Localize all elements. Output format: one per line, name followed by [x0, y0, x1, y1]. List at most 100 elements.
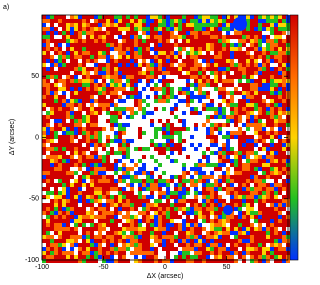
pixel — [270, 43, 274, 47]
pixel — [234, 71, 238, 75]
pixel — [242, 115, 246, 119]
pixel — [66, 91, 70, 95]
pixel — [254, 183, 258, 187]
pixel — [258, 19, 262, 23]
pixel — [270, 131, 274, 135]
pixel — [178, 31, 182, 35]
pixel — [218, 87, 222, 91]
pixel — [210, 179, 214, 183]
pixel — [262, 67, 266, 71]
pixel — [254, 99, 258, 103]
pixel — [94, 155, 98, 159]
pixel — [94, 199, 98, 203]
pixel — [222, 23, 226, 27]
pixel — [78, 155, 82, 159]
pixel — [262, 171, 266, 175]
pixel — [282, 111, 286, 115]
pixel — [162, 51, 166, 55]
pixel — [206, 163, 210, 167]
pixel — [282, 235, 286, 239]
pixel — [182, 111, 186, 115]
pixel — [94, 195, 98, 199]
pixel — [94, 39, 98, 43]
pixel — [278, 231, 282, 235]
pixel — [282, 43, 286, 47]
pixel — [114, 155, 118, 159]
pixel — [94, 247, 98, 251]
pixel — [274, 55, 278, 59]
pixel — [138, 135, 142, 139]
pixel — [154, 159, 158, 163]
pixel — [282, 131, 286, 135]
pixel — [142, 167, 146, 171]
pixel — [246, 139, 250, 143]
pixel — [114, 215, 118, 219]
pixel — [206, 159, 210, 163]
pixel — [182, 223, 186, 227]
pixel — [178, 23, 182, 27]
pixel — [246, 219, 250, 223]
pixel — [146, 87, 150, 91]
pixel — [258, 71, 262, 75]
pixel — [118, 223, 122, 227]
pixel — [86, 51, 90, 55]
pixel — [278, 31, 282, 35]
pixel — [154, 67, 158, 71]
pixel — [138, 59, 142, 63]
pixel — [250, 155, 254, 159]
pixel — [82, 27, 86, 31]
pixel — [50, 227, 54, 231]
pixel — [98, 47, 102, 51]
pixel — [270, 99, 274, 103]
pixel — [138, 27, 142, 31]
pixel — [110, 43, 114, 47]
pixel — [194, 39, 198, 43]
pixel — [234, 203, 238, 207]
image-map — [42, 15, 290, 263]
pixel — [174, 255, 178, 259]
pixel — [190, 51, 194, 55]
pixel — [226, 27, 230, 31]
pixel — [54, 195, 58, 199]
pixel — [238, 223, 242, 227]
pixel — [210, 39, 214, 43]
pixel — [50, 39, 54, 43]
pixel — [214, 95, 218, 99]
pixel — [42, 151, 46, 155]
pixel — [206, 207, 210, 211]
pixel — [102, 199, 106, 203]
pixel — [46, 123, 50, 127]
pixel — [254, 31, 258, 35]
pixel — [134, 19, 138, 23]
pixel — [230, 159, 234, 163]
pixel — [166, 63, 170, 67]
pixel — [210, 111, 214, 115]
pixel — [266, 235, 270, 239]
pixel — [50, 111, 54, 115]
pixel — [266, 79, 270, 83]
pixel — [266, 99, 270, 103]
pixel — [210, 23, 214, 27]
pixel — [110, 223, 114, 227]
pixel — [270, 55, 274, 59]
pixel — [234, 195, 238, 199]
pixel — [170, 59, 174, 63]
pixel — [186, 119, 190, 123]
pixel — [198, 167, 202, 171]
pixel — [254, 115, 258, 119]
pixel — [122, 167, 126, 171]
pixel — [210, 183, 214, 187]
pixel — [70, 195, 74, 199]
pixel — [150, 139, 154, 143]
pixel — [246, 243, 250, 247]
pixel — [218, 55, 222, 59]
pixel — [158, 107, 162, 111]
pixel — [266, 147, 270, 151]
pixel — [234, 199, 238, 203]
pixel — [110, 115, 114, 119]
pixel — [182, 211, 186, 215]
pixel — [126, 191, 130, 195]
pixel — [210, 251, 214, 255]
pixel — [270, 95, 274, 99]
pixel — [114, 175, 118, 179]
